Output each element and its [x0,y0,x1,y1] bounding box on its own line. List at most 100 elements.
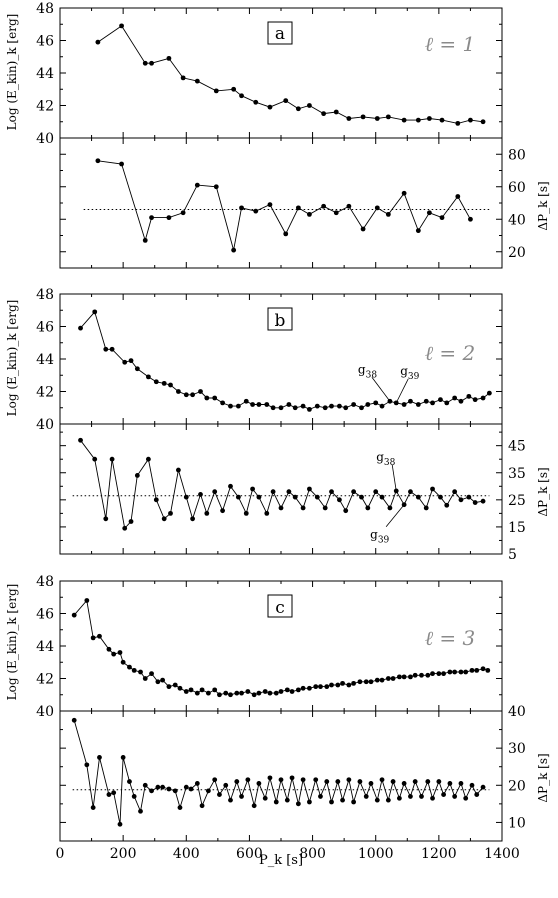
panel-c-bottom-data-point [474,792,480,797]
panel-c-top-data-point [71,612,77,618]
panel-c-bottom-data-point [363,794,369,799]
panel-c-top-data-point [329,682,334,688]
panel-b-top-data-point [486,390,492,396]
panel-a-bottom-data-point [401,190,407,196]
panel-c-bottom-data-point [335,779,341,784]
panel-c-top-ytick-label: 40 [36,704,54,720]
panel-b-top-data-point [198,389,203,394]
panel-b-label: b [275,311,286,331]
panel-c-top-data-point [425,672,431,678]
panel-c-bottom-data-point [183,784,189,790]
panel-c-top-ytick-label: 46 [36,607,54,623]
panel-a-bottom-frame [59,137,503,269]
panel-a-top-data-point [360,114,366,120]
panel-a-bottom-data-point [346,203,352,209]
panel-b-top-data-point [415,402,421,407]
panel-a-bottom-data-point [267,202,273,208]
panel-c-top-data-point [340,680,345,686]
panel-a-top-data-point [401,117,407,123]
panel-b-top-data-point [401,402,407,407]
panel-b-annotation-label: g38 [376,450,395,468]
panel-a-bottom-data-point [439,215,445,221]
panel-c-top-data-point [458,669,464,675]
x-tick-label: 0 [56,846,65,862]
panel-c-bottom-data-point [346,777,352,783]
panel-c-top-data-point [205,690,211,696]
panel-b-bottom-ytick-label: 35 [508,466,526,482]
panel-b-bottom-data-point [343,508,349,514]
panel-b-top-ylabel: Log (E_kin)_k [erg] [5,300,19,417]
panel-b-top-data-point [322,405,328,411]
panel-c-bottom-data-point [284,797,290,803]
panel-a-top-data-point [267,104,273,110]
panel-b-bottom-data-point [278,505,284,511]
panel-b-bottom-data-point [228,483,233,489]
panel-a-top-data-point [307,103,312,108]
panel-c-bottom-data-point [149,788,154,794]
panel-a-top-data-point [480,119,486,125]
panel-c-bottom-data-point [166,786,172,792]
panel-a-bottom-data-point [455,194,461,199]
panel-b-top-data-point [329,403,334,409]
panel-b-top-data-point [109,346,115,352]
panel-a-bottom-ytick-label: 20 [508,245,526,261]
panel-c-bottom-data-point [313,777,319,783]
panel-b-top-data-point [243,398,249,404]
panel-b-bottom-ytick-label: 25 [508,493,526,509]
panel-b-bottom-ylabel: ΔP_k [s] [536,467,550,516]
x-tick-label: 200 [110,846,137,862]
panel-c-bottom-data-point [120,755,126,760]
panel-c-bottom-data-point [401,781,407,786]
panel-c-bottom-data-point [385,797,391,803]
panel-a-bottom-data-point [166,215,172,221]
panel-a-bottom-data-point [426,210,432,216]
panel-c-top-data-point [385,676,391,681]
panel-c-top-data-point [289,689,295,694]
panel-c-top-data-point [183,689,189,694]
panel-c-top-data-point [284,687,290,693]
panel-c-bottom-data-point [251,803,257,809]
panel-a-bottom-data-point [415,228,421,234]
panel-b-top-data-point [307,406,312,412]
panel-a-label: a [275,24,285,44]
panel-c-bottom-data-point [458,781,464,786]
panel-b-bottom-data-point [458,497,464,503]
panel-c-bottom-data-point [205,788,211,794]
panel-a-label-box [267,21,293,45]
panel-c-bottom-frame [59,710,503,842]
panel-c-top-data-point [217,692,222,698]
panel-c-bottom-data-point [142,782,148,788]
panel-c-bottom-data-point [340,797,345,803]
panel-c-top-data-point [194,690,200,696]
panel-a-top-data-point [142,60,148,66]
panel-c-bottom-ytick-label: 10 [508,815,526,831]
panel-c-top-data-point [412,672,418,678]
panel-c-top-data-point [106,646,112,652]
panel-b-bottom-data-point [190,516,196,522]
panel-b-top-ytick-label: 48 [36,287,54,303]
panel-b-top-data-point [204,395,210,401]
panel-c-top-data-point [374,677,380,683]
panel-a-top-data-point [439,117,445,123]
panel-a-bottom-data-point [253,208,259,214]
panel-a-top-data-point [166,55,172,61]
panel-a-bottom-data-point [213,184,219,190]
panel-b-bottom-data-point [365,505,371,511]
panel-c-bottom-data-point [300,777,306,783]
panel-b-top-data-point [78,325,83,331]
panel-c-top-ytick-label: 42 [36,672,54,688]
panel-b-bottom-data-point [373,489,379,495]
panel-a-top-data-point [455,120,461,126]
panel-b-top-data-point [264,402,270,407]
panel-c-top-data-point [267,690,273,696]
panel-c-top-data-point [149,671,154,677]
x-tick-label: 1200 [421,846,457,862]
panel-c-bottom-data-point [160,784,166,790]
panel-a-bottom-data-point [360,226,366,232]
panel-c-top-data-point [452,669,458,675]
x-tick-label: 400 [173,846,200,862]
panel-b-annotation-arrow [391,464,397,491]
panel-c-top-data-point [441,671,446,677]
panel-a-bottom-data-point [295,205,301,211]
panel-c-bottom-ytick-label: 30 [508,741,526,757]
